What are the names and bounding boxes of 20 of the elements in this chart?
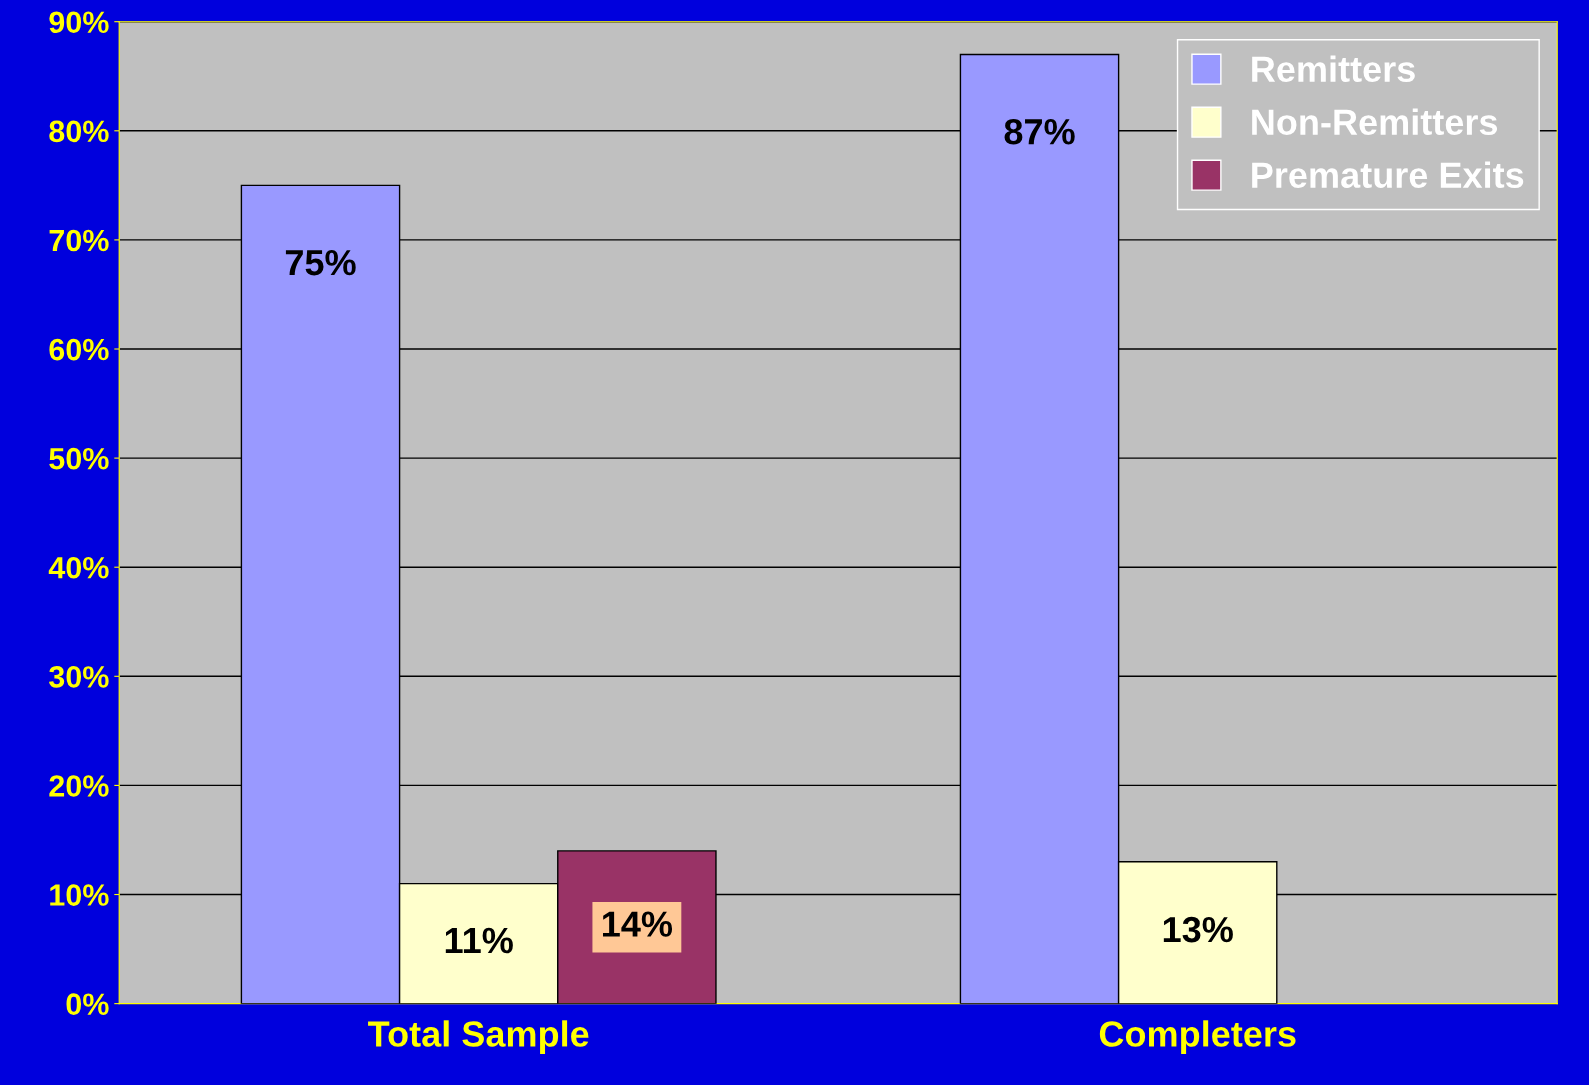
x-tick-label: Completers: [1099, 1020, 1296, 1054]
data-label: 87%: [1004, 118, 1075, 145]
y-tick-label: 10%: [50, 884, 109, 906]
x-tick-label: Total Sample: [368, 1020, 589, 1054]
legend-label: Non-Remitters: [1252, 108, 1498, 135]
data-label: 13%: [1163, 916, 1233, 943]
y-tick-label: 50%: [49, 447, 109, 470]
y-tick-label: 40%: [48, 556, 109, 579]
y-tick-label: 80%: [49, 120, 109, 143]
y-tick-label: 0%: [66, 993, 109, 1015]
y-tick-label: 70%: [49, 229, 109, 252]
y-tick-label: 30%: [49, 666, 109, 688]
y-tick-label: 90%: [49, 11, 109, 34]
data-label: 14%: [603, 911, 673, 937]
y-tick-label: 60%: [49, 338, 109, 361]
y-tick-label: 20%: [49, 775, 109, 797]
legend-label: Premature Exits: [1252, 161, 1524, 188]
data-label: 75%: [285, 249, 356, 276]
legend-label: Remitters: [1252, 55, 1415, 82]
data-label: 11%: [445, 927, 513, 954]
